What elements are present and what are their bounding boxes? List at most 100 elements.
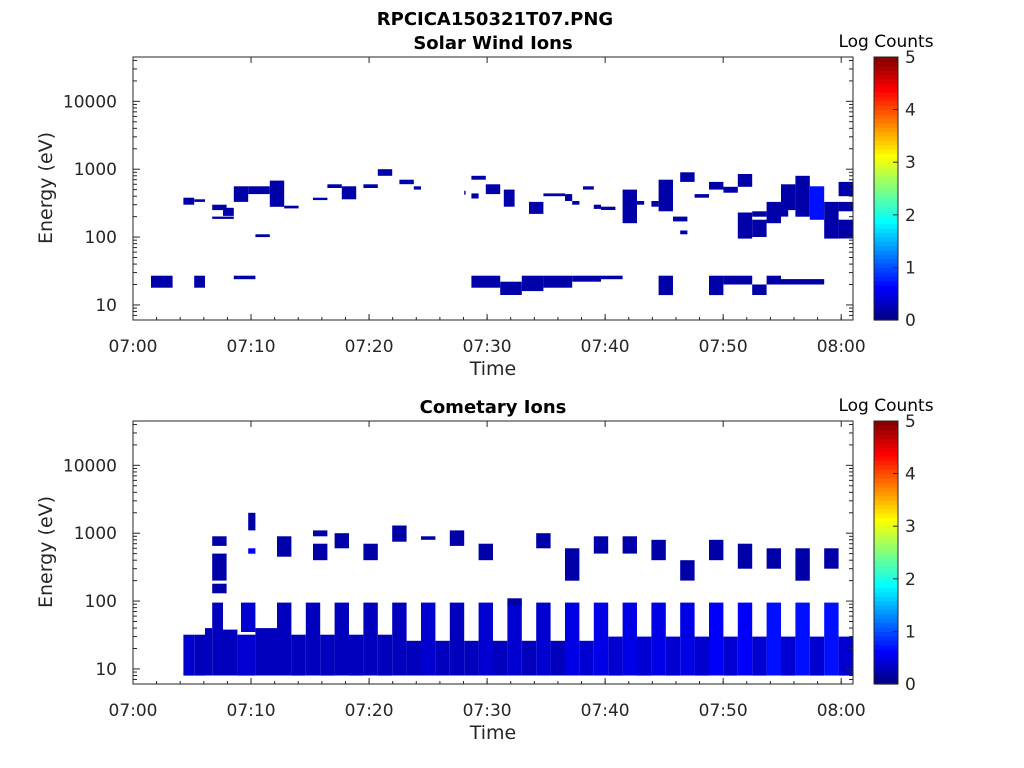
heatmap-cell — [233, 186, 249, 202]
colorbar-swatch — [874, 530, 898, 536]
y-tick-label: 10 — [95, 296, 117, 316]
colorbar-tick-label: 2 — [905, 570, 916, 590]
heatmap-cell — [680, 230, 688, 235]
colorbar-swatch — [874, 456, 898, 462]
heatmap-cell — [565, 548, 580, 581]
colorbar-swatch — [874, 127, 898, 133]
heatmap-cell — [521, 275, 544, 292]
heatmap-cell — [651, 539, 666, 561]
colorbar-swatch — [874, 293, 898, 299]
colorbar-tick-label: 3 — [905, 153, 916, 173]
heatmap-cell — [795, 548, 810, 581]
heatmap-cell — [406, 640, 421, 676]
heatmap-cell — [464, 190, 466, 195]
colorbar-swatch — [874, 175, 898, 181]
heatmap-cell — [536, 602, 551, 676]
heatmap-cell — [536, 533, 551, 549]
heatmap-cell — [838, 636, 853, 676]
colorbar-swatch — [874, 609, 898, 615]
heatmap-cell — [709, 181, 724, 190]
heatmap-cell — [223, 207, 234, 216]
heatmap-cell — [824, 602, 839, 676]
colorbar-swatch — [874, 153, 898, 159]
heatmap-cell — [529, 201, 544, 214]
colorbar-title: Log Counts — [838, 396, 933, 416]
heatmap-cell — [349, 634, 364, 676]
heatmap-cell — [363, 543, 378, 561]
heatmap-cell — [248, 548, 256, 554]
colorbar-swatch — [874, 135, 898, 141]
heatmap-cell — [194, 275, 205, 288]
y-tick-label: 10 — [95, 660, 117, 680]
heatmap-cell — [392, 525, 407, 542]
colorbar-swatch — [874, 570, 898, 576]
colorbar-swatch — [874, 499, 898, 505]
heatmap-cell — [795, 602, 810, 676]
colorbar-swatch — [874, 574, 898, 580]
colorbar-swatch — [874, 539, 898, 545]
heatmap-cell — [449, 530, 465, 546]
colorbar-swatch — [874, 627, 898, 632]
colorbar-swatch — [874, 214, 898, 220]
colorbar-swatch — [874, 276, 898, 282]
colorbar-swatch — [874, 162, 898, 168]
heatmap-cell — [212, 204, 227, 211]
colorbar-swatch — [874, 438, 898, 444]
colorbar-swatch — [874, 192, 898, 198]
heatmap-cell — [212, 553, 227, 581]
heatmap-cell — [680, 602, 695, 676]
heatmap-cell — [680, 172, 695, 182]
heatmap-cell — [723, 636, 738, 676]
colorbar-swatch — [874, 653, 898, 659]
heatmap-cell — [194, 199, 205, 202]
heatmap-cell — [838, 181, 853, 197]
colorbar-tick-label: 5 — [905, 412, 916, 432]
heatmap-cell — [795, 175, 810, 217]
heatmap-cell — [521, 640, 537, 676]
colorbar-swatch — [874, 469, 898, 475]
heatmap-cell — [651, 201, 659, 207]
colorbar-swatch — [874, 648, 898, 654]
colorbar-swatch — [874, 429, 898, 435]
heatmap-cell — [341, 186, 357, 200]
heatmap-cell — [572, 201, 580, 205]
heatmap-cell — [212, 536, 227, 546]
x-tick-label: 07:30 — [463, 701, 512, 721]
heatmap-cell — [334, 602, 349, 676]
heatmap-cells — [183, 512, 853, 676]
heatmap-cell — [694, 194, 709, 198]
x-tick-label: 07:40 — [581, 701, 630, 721]
colorbar-swatch — [874, 267, 898, 273]
colorbar-title: Log Counts — [838, 32, 933, 52]
heatmap-cell — [680, 560, 695, 581]
colorbar-swatch — [874, 166, 898, 172]
heatmap-cell — [737, 602, 753, 676]
plot-frame — [132, 56, 854, 321]
colorbar-swatch — [874, 534, 898, 540]
heatmap-cell — [673, 216, 688, 222]
colorbar-swatch — [874, 245, 898, 251]
colorbar-swatch — [874, 460, 898, 466]
colorbar-swatch — [874, 232, 898, 238]
heatmap-cell — [766, 602, 781, 676]
colorbar-swatch — [874, 96, 898, 102]
colorbar-swatch — [874, 477, 898, 483]
heatmap-cell — [809, 186, 825, 220]
x-axis-label: Time — [469, 358, 517, 380]
heatmap-cell — [291, 634, 306, 676]
heatmap-cell — [464, 640, 479, 676]
colorbar: 0 1 2 3 4 5 — [873, 412, 916, 695]
y-tick-label: 100 — [85, 592, 117, 612]
colorbar-swatch — [874, 236, 898, 242]
figure-title: RPCICA150321T07.PNG — [377, 9, 613, 30]
x-tick-label: 07:00 — [109, 337, 158, 357]
heatmap-cell — [313, 543, 328, 561]
heatmap-cell — [766, 548, 781, 569]
colorbar-swatch — [874, 241, 898, 247]
colorbar-swatch — [874, 583, 898, 589]
heatmap-cell — [421, 536, 436, 540]
colorbar-swatch — [874, 548, 898, 554]
heatmap-cell — [151, 275, 173, 288]
heatmap-cell — [709, 539, 724, 561]
